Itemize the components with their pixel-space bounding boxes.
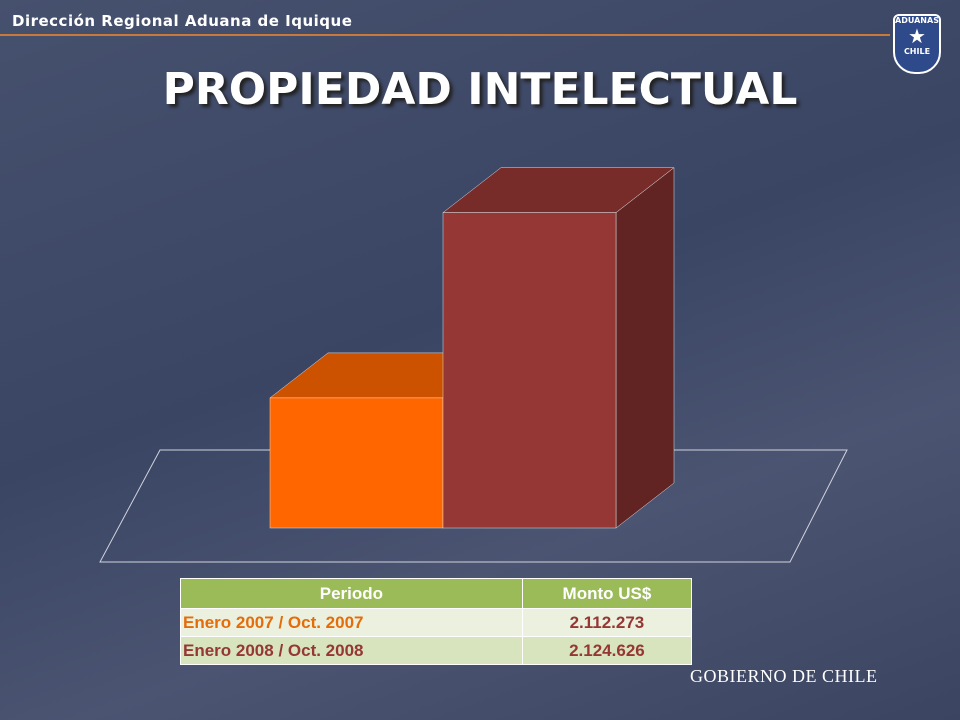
- table-row: Enero 2007 / Oct. 2007 2.112.273: [180, 608, 693, 637]
- badge: ADUANAS ★ CHILE: [893, 14, 941, 74]
- bar: [269, 397, 444, 529]
- cell: Enero 2007 / Oct. 2007: [180, 608, 523, 637]
- table-row: Enero 2008 / Oct. 2008 2.124.626: [180, 636, 693, 665]
- column-header: Monto US$: [521, 578, 693, 609]
- chart-title: PROPIEDAD INTELECTUAL: [162, 64, 798, 115]
- cell: 2.124.626: [521, 636, 693, 665]
- header-row: Periodo Monto US$: [180, 578, 693, 609]
- badge-star: ★: [908, 24, 926, 48]
- badge-bottom: CHILE: [903, 47, 931, 56]
- bar-side: [615, 167, 675, 529]
- cell: Enero 2008 / Oct. 2008: [180, 636, 523, 665]
- header-rule: [0, 34, 890, 36]
- organization: Dirección Regional Aduana de Iquique: [12, 12, 353, 30]
- badge-top: ADUANAS: [895, 16, 939, 25]
- data-table: Periodo Monto US$ Enero 2007 / Oct. 2007…: [180, 578, 693, 665]
- footer: GOBIERNO DE CHILE: [690, 666, 878, 686]
- cell: 2.112.273: [521, 608, 693, 637]
- bar: [442, 212, 617, 529]
- floor: [99, 449, 848, 563]
- column-header: Periodo: [180, 578, 523, 609]
